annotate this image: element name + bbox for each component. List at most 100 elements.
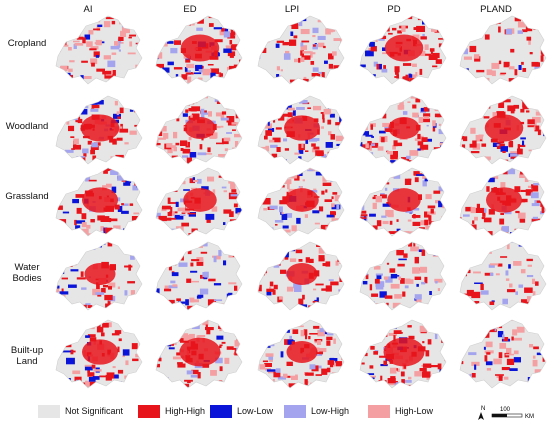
cluster-patch: [193, 308, 199, 310]
cluster-patch: [535, 62, 540, 67]
cluster-patch: [129, 203, 134, 206]
cluster-patch: [212, 189, 216, 195]
cluster-patch: [380, 387, 385, 388]
cluster-patch: [168, 285, 178, 289]
cluster-patch: [504, 210, 512, 215]
cluster-patch: [420, 96, 428, 99]
cluster-patch: [181, 222, 189, 227]
cluster-patch: [360, 198, 364, 204]
cluster-patch: [233, 64, 239, 70]
cluster-patch: [186, 278, 192, 283]
cluster-patch: [292, 340, 295, 343]
cluster-patch: [444, 259, 446, 263]
cluster-patch: [406, 163, 411, 164]
cluster-patch: [318, 317, 325, 319]
cluster-patch: [336, 103, 341, 109]
cluster-patch: [498, 352, 503, 359]
cluster-patch: [128, 77, 136, 81]
cluster-patch: [488, 264, 495, 268]
cluster-patch: [57, 198, 61, 203]
cluster-patch: [423, 107, 429, 112]
cluster-patch: [172, 211, 175, 216]
cluster-patch: [366, 110, 376, 113]
cluster-patch: [212, 12, 219, 14]
cluster-patch: [301, 55, 311, 60]
cluster-patch: [279, 168, 289, 170]
cluster-patch: [543, 46, 546, 52]
cluster-patch: [290, 31, 294, 36]
cluster-patch: [262, 360, 269, 363]
map-panel-r2-c4: [359, 95, 447, 165]
cluster-patch: [227, 22, 231, 26]
cluster-patch: [435, 281, 438, 284]
cluster-patch: [82, 37, 86, 44]
cluster-patch: [186, 72, 194, 75]
cluster-patch: [335, 171, 344, 176]
cluster-patch: [59, 242, 63, 244]
cluster-patch: [236, 97, 242, 104]
cluster-patch: [375, 30, 381, 35]
cluster-patch: [383, 360, 387, 366]
map-panel-r4-c2: [155, 241, 243, 311]
cluster-patch: [416, 174, 425, 176]
cluster-patch: [162, 254, 167, 259]
cluster-patch: [226, 46, 234, 50]
cluster-patch: [520, 108, 525, 113]
cluster-patch: [343, 31, 344, 34]
cluster-patch: [177, 231, 183, 235]
cluster-patch: [340, 168, 344, 171]
cluster-patch: [191, 228, 198, 233]
cluster-patch: [287, 112, 293, 118]
cluster-patch: [380, 375, 383, 381]
cluster-patch: [111, 52, 117, 55]
cluster-patch: [237, 212, 242, 215]
cluster-patch: [239, 59, 242, 66]
cluster-patch: [317, 35, 326, 40]
region-outline: [155, 15, 243, 85]
cluster-patch: [433, 306, 443, 310]
cluster-patch: [441, 180, 446, 184]
cluster-patch: [59, 185, 68, 192]
cluster-patch: [545, 69, 546, 74]
cluster-patch: [471, 361, 480, 366]
cluster-patch: [278, 296, 284, 300]
cluster-patch: [365, 168, 369, 172]
cluster-patch: [510, 320, 516, 321]
cluster-patch: [259, 364, 266, 370]
cluster-patch: [63, 44, 69, 47]
cluster-patch: [128, 170, 135, 174]
cluster-patch: [77, 116, 81, 122]
cluster-patch: [206, 328, 211, 335]
cluster-patch: [116, 137, 123, 141]
cluster-patch: [172, 356, 182, 360]
cluster-patch: [379, 355, 387, 358]
cluster-patch: [397, 263, 405, 267]
cluster-patch: [196, 96, 201, 98]
cluster-patch: [527, 264, 532, 267]
cluster-patch: [203, 112, 212, 115]
cluster-patch: [539, 298, 546, 304]
cluster-patch: [462, 70, 470, 74]
cluster-patch: [273, 116, 276, 123]
cluster-patch: [282, 113, 288, 117]
cluster-patch: [190, 262, 194, 267]
cluster-patch: [142, 221, 149, 223]
cluster-patch: [296, 217, 301, 224]
cluster-patch: [421, 249, 426, 256]
cluster-patch: [218, 250, 222, 257]
cluster-patch: [191, 320, 198, 325]
cluster-patch: [341, 107, 344, 113]
cluster-patch: [191, 369, 199, 375]
cluster-patch: [180, 148, 184, 151]
cluster-patch: [127, 281, 135, 284]
cluster-patch: [85, 335, 91, 338]
cluster-patch: [532, 291, 536, 298]
cluster-patch: [70, 173, 75, 178]
cluster-patch: [334, 195, 342, 202]
cluster-patch: [442, 384, 445, 388]
cluster-patch: [56, 376, 57, 381]
cluster-patch: [424, 219, 429, 226]
cluster-patch: [328, 63, 333, 69]
cluster-patch: [118, 168, 127, 169]
cluster-patch: [469, 330, 474, 334]
